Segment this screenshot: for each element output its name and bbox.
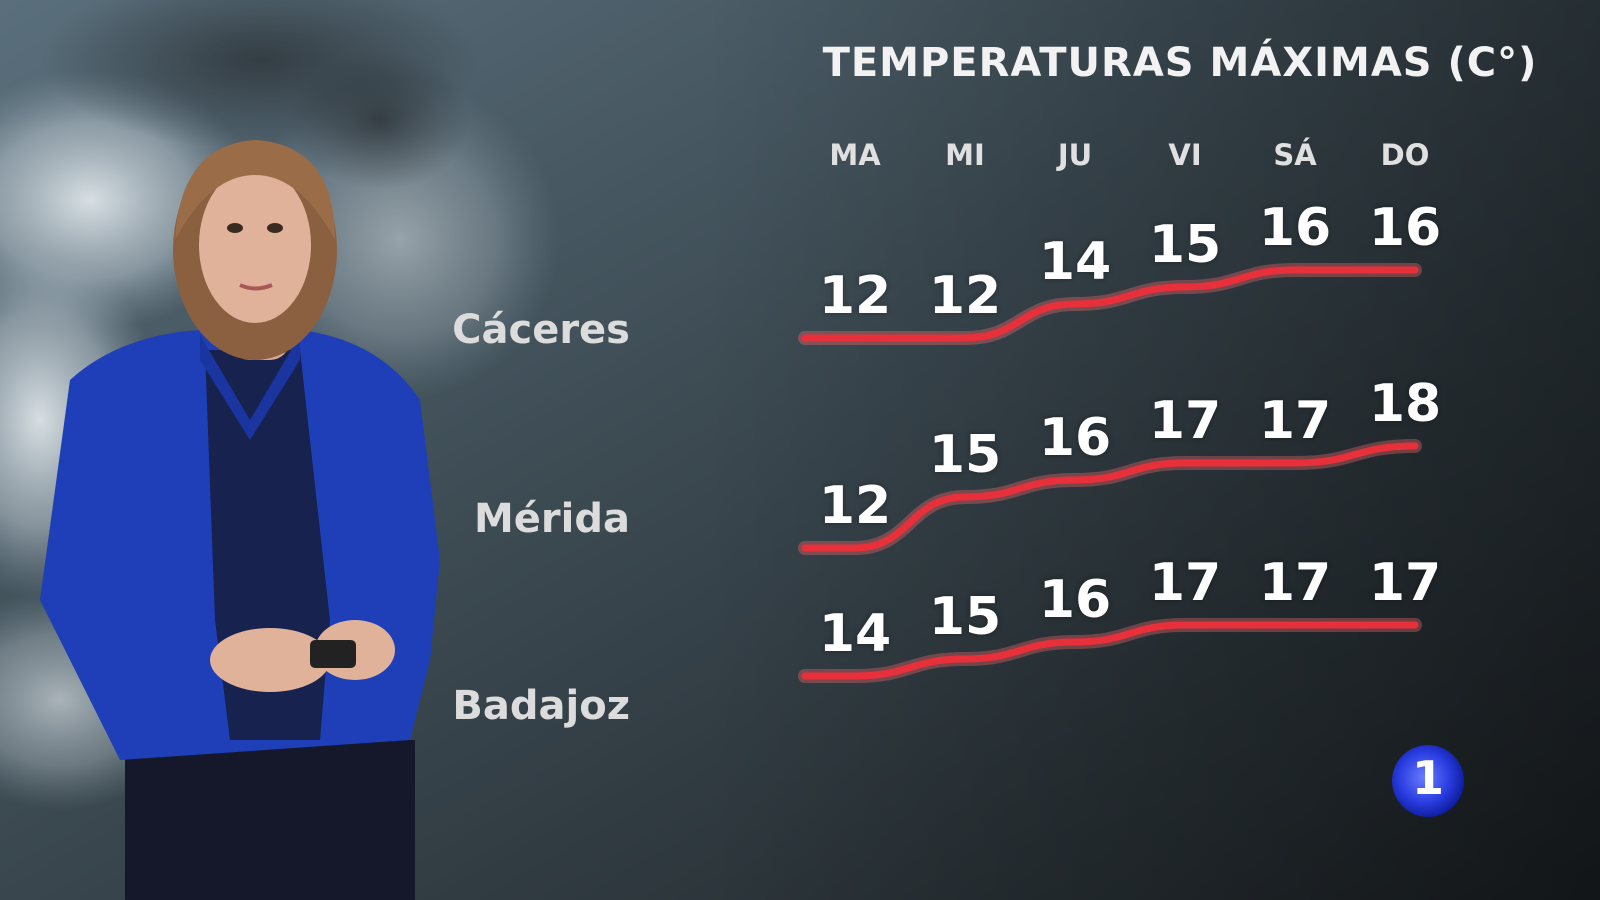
temp-value-0-1: 12 — [928, 266, 1002, 326]
presenter-figure — [40, 140, 440, 900]
day-label-0: MA — [829, 138, 881, 172]
temp-value-0-3: 15 — [1148, 215, 1222, 275]
temp-value-0-5: 16 — [1368, 198, 1442, 258]
temp-value-0-0: 12 — [818, 266, 892, 326]
city-label-2: Badajoz — [452, 683, 630, 729]
temp-value-1-2: 16 — [1038, 408, 1112, 468]
temp-value-1-5: 18 — [1368, 374, 1442, 434]
day-label-1: MI — [945, 138, 985, 172]
temp-value-1-0: 12 — [818, 476, 892, 536]
series-line-1 — [801, 442, 1419, 552]
temp-value-2-4: 17 — [1258, 553, 1332, 613]
day-label-4: SÁ — [1273, 138, 1317, 172]
temp-value-0-4: 16 — [1258, 198, 1332, 258]
temp-value-2-0: 14 — [818, 604, 892, 664]
temp-value-2-2: 16 — [1038, 570, 1112, 630]
channel-logo-number: 1 — [1411, 751, 1444, 805]
temp-value-2-5: 17 — [1368, 553, 1442, 613]
series-line-2 — [801, 621, 1419, 680]
temp-value-2-3: 17 — [1148, 553, 1222, 613]
chart-title: TEMPERATURAS MÁXIMAS (C°) — [822, 40, 1538, 86]
temp-value-0-2: 14 — [1038, 232, 1112, 292]
city-label-1: Mérida — [474, 496, 630, 542]
day-label-3: VI — [1168, 138, 1202, 172]
temp-value-1-4: 17 — [1258, 391, 1332, 451]
series-line-0 — [801, 266, 1419, 342]
temp-value-1-1: 15 — [928, 425, 1002, 485]
channel-logo: 1 — [1392, 745, 1464, 817]
temp-value-2-1: 15 — [928, 587, 1002, 647]
temp-value-1-3: 17 — [1148, 391, 1222, 451]
city-label-0: Cáceres — [452, 307, 630, 353]
day-label-2: JU — [1057, 138, 1093, 172]
temperature-curves — [798, 262, 1422, 683]
day-label-5: DO — [1380, 138, 1430, 172]
